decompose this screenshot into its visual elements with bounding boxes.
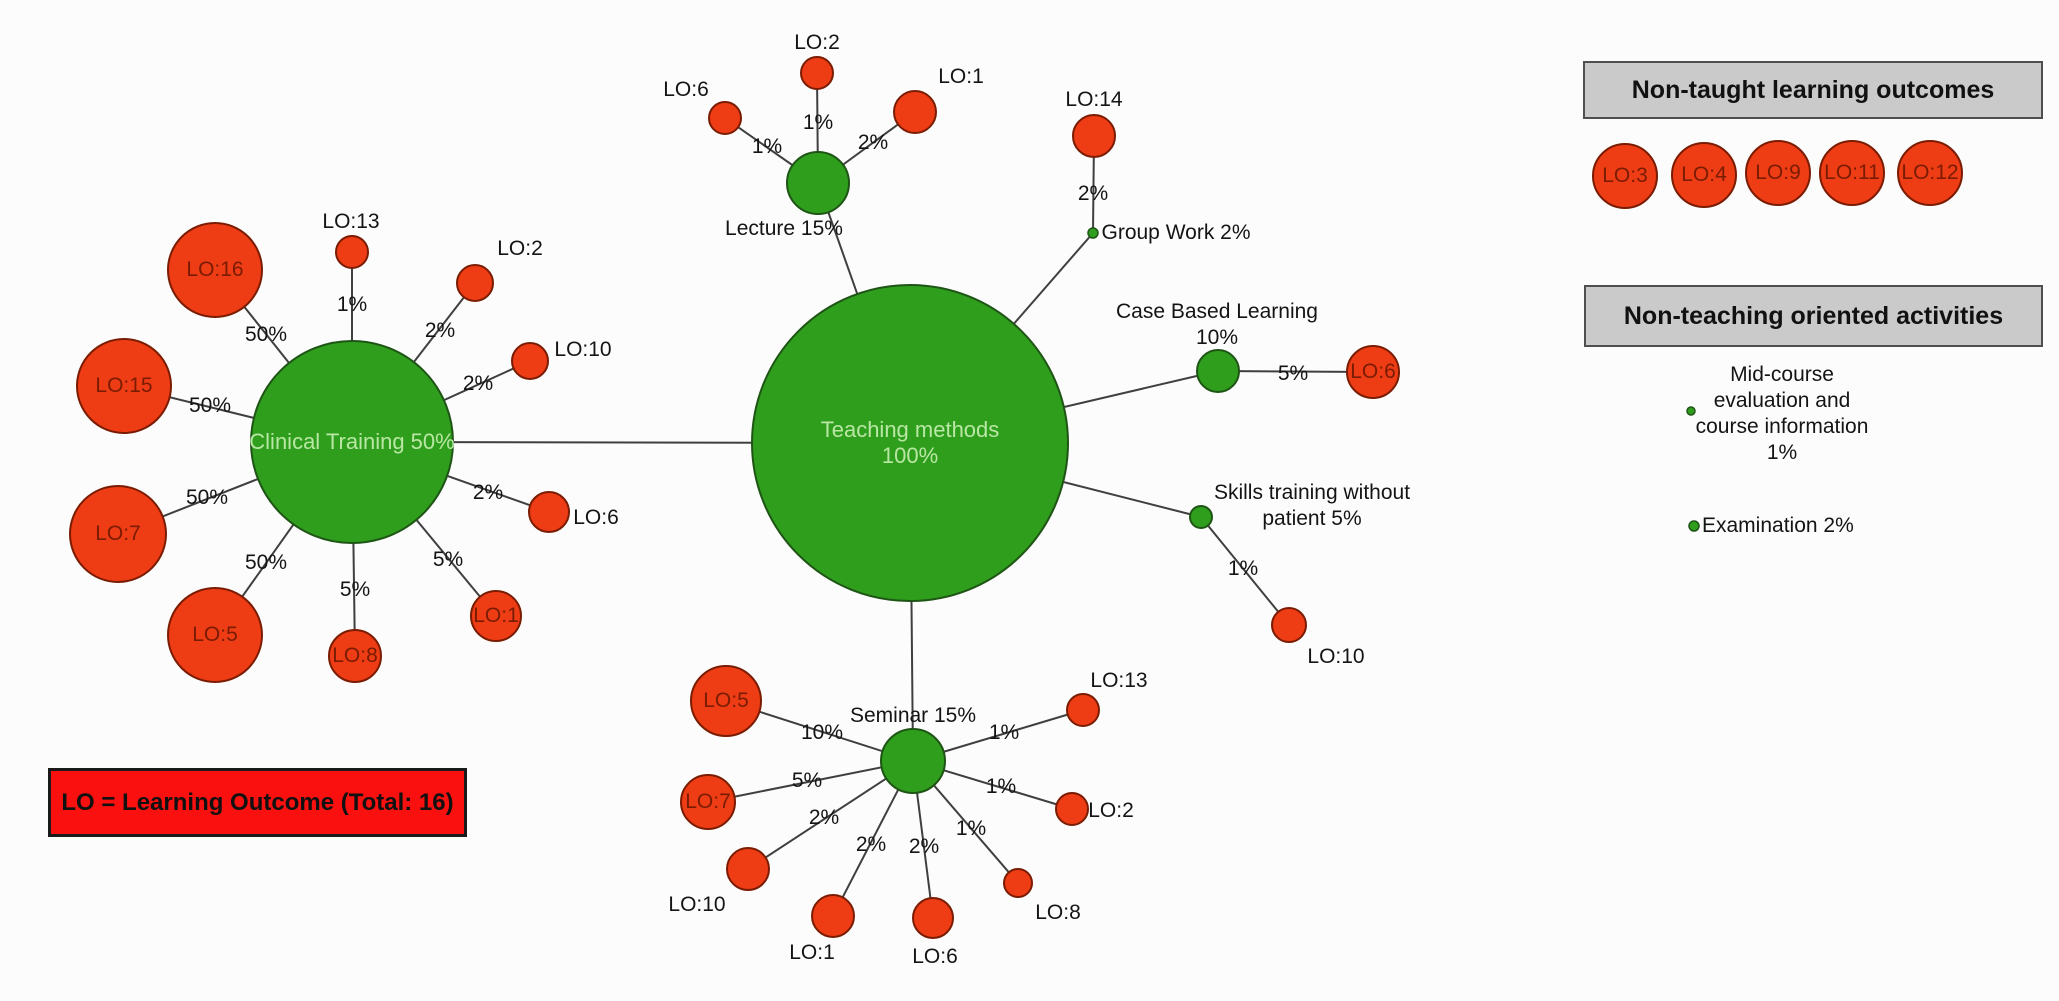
node-cb6 [1346, 345, 1400, 399]
node-s7 [680, 774, 736, 830]
node-groupwork [1087, 227, 1099, 239]
non-teaching-activities-header-text: Non-teaching oriented activities [1623, 301, 2004, 330]
non-taught-outcomes-header-text: Non-taught learning outcomes [1631, 75, 1995, 104]
node-p3 [1592, 143, 1658, 209]
node-c7 [69, 485, 167, 583]
node-dot-midcourse [1686, 406, 1696, 416]
activity-midcourse-line-2: evaluation and [1713, 389, 1851, 412]
activity-midcourse-line-1: Mid-course [1730, 363, 1834, 386]
node-s2 [1055, 792, 1089, 826]
node-s8 [1003, 868, 1033, 898]
node-c13 [335, 235, 369, 269]
node-l1 [893, 90, 937, 134]
node-l6 [708, 101, 742, 135]
node-l2 [800, 56, 834, 90]
node-skills [1189, 505, 1213, 529]
node-c16 [167, 222, 263, 318]
legend-text: LO = Learning Outcome (Total: 16) [61, 788, 454, 816]
node-clinical [250, 340, 454, 544]
node-c5 [167, 587, 263, 683]
node-p11 [1819, 140, 1885, 206]
node-c15 [76, 338, 172, 434]
node-c2 [456, 264, 494, 302]
node-seminar [880, 728, 946, 794]
node-c10 [511, 342, 549, 380]
edge-seminar-s7 [707, 760, 914, 803]
node-c6 [528, 491, 570, 533]
node-c8 [328, 629, 382, 683]
node-s6 [912, 897, 954, 939]
node-p4 [1671, 142, 1737, 208]
node-sk10 [1271, 607, 1307, 643]
node-lecture [786, 151, 850, 215]
node-dot-exam [1688, 520, 1700, 532]
activity-midcourse-line-3: course information [1695, 415, 1869, 438]
edge-skills-sk10 [1200, 516, 1290, 626]
node-p9 [1745, 140, 1811, 206]
node-g14 [1072, 114, 1116, 158]
node-s10 [726, 847, 770, 891]
non-taught-outcomes-header: Non-taught learning outcomes [1583, 61, 2043, 119]
activity-midcourse-line-4: 1% [1766, 441, 1798, 464]
node-hub [751, 284, 1069, 602]
node-s13 [1066, 693, 1100, 727]
node-s5 [690, 665, 762, 737]
node-s1 [811, 894, 855, 938]
node-casebased [1196, 349, 1240, 393]
non-teaching-activities-header: Non-teaching oriented activities [1584, 285, 2043, 347]
node-c1 [470, 590, 522, 642]
legend-box: LO = Learning Outcome (Total: 16) [48, 768, 467, 837]
activity-midcourse-label: Mid-course evaluation and course informa… [1696, 362, 1869, 466]
node-p12 [1897, 140, 1963, 206]
activity-examination-label: Examination 2% [1702, 514, 1854, 537]
